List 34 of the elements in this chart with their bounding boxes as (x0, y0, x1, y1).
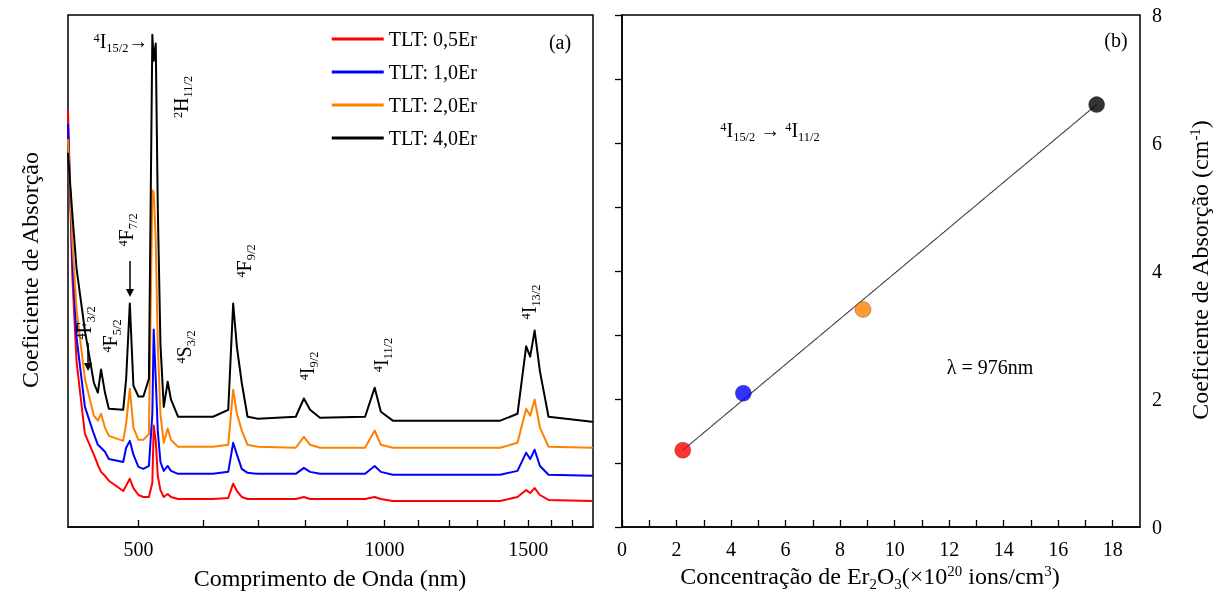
point (854, 301, 872, 318)
annotation: $^{4}$I$_{15/2}$ → $^{4}$I$_{11/2}$ (720, 119, 820, 145)
y-tick-label: 4 (1152, 260, 1162, 282)
annotation: (b) (1104, 29, 1128, 51)
annotation: (a) (548, 31, 572, 53)
text: Concentração de Er$_{2}$O$_{3}$(×10$^{20}$ ions/cm$^{3}$) (680, 563, 1060, 592)
x-tick-label: 1500 (508, 538, 549, 560)
x-tick-label: 4 (726, 538, 737, 560)
x-tick-label: 10 (884, 538, 905, 560)
point (674, 442, 691, 459)
x-tick-label: 16 (1048, 538, 1069, 560)
point (1088, 96, 1105, 113)
x-tick-label: 6 (780, 538, 791, 560)
y-tick-label: 8 (1152, 4, 1162, 26)
legend-label: TLT: 0,5Er (388, 28, 478, 50)
y-axis-title: Coeficiente de Absorção (17, 152, 43, 388)
x-tick-label: 0 (617, 538, 627, 560)
legend-label: TLT: 2,0Er (388, 94, 478, 116)
annotation: $^{4}$I$_{15/2}$→ (93, 30, 149, 55)
x-tick-label: 2 (671, 538, 682, 560)
x-axis-title: Comprimento de Onda (nm) (193, 565, 467, 591)
point (735, 385, 752, 402)
x-tick-label: 14 (993, 538, 1014, 560)
legend-label: TLT: 1,0Er (388, 61, 478, 83)
y-tick-label: 0 (1152, 516, 1162, 538)
x-tick-label: 8 (835, 538, 846, 560)
y-tick-label: 6 (1152, 132, 1162, 154)
legend-label: TLT: 4,0Er (388, 127, 478, 149)
x-tick-label: 18 (1102, 538, 1123, 560)
annotation: λ = 976nm (946, 356, 1034, 378)
y-tick-label: 2 (1152, 388, 1162, 410)
x-tick-label: 12 (939, 538, 960, 560)
x-tick-label: 500 (123, 538, 154, 560)
x-tick-label: 1000 (364, 538, 405, 560)
